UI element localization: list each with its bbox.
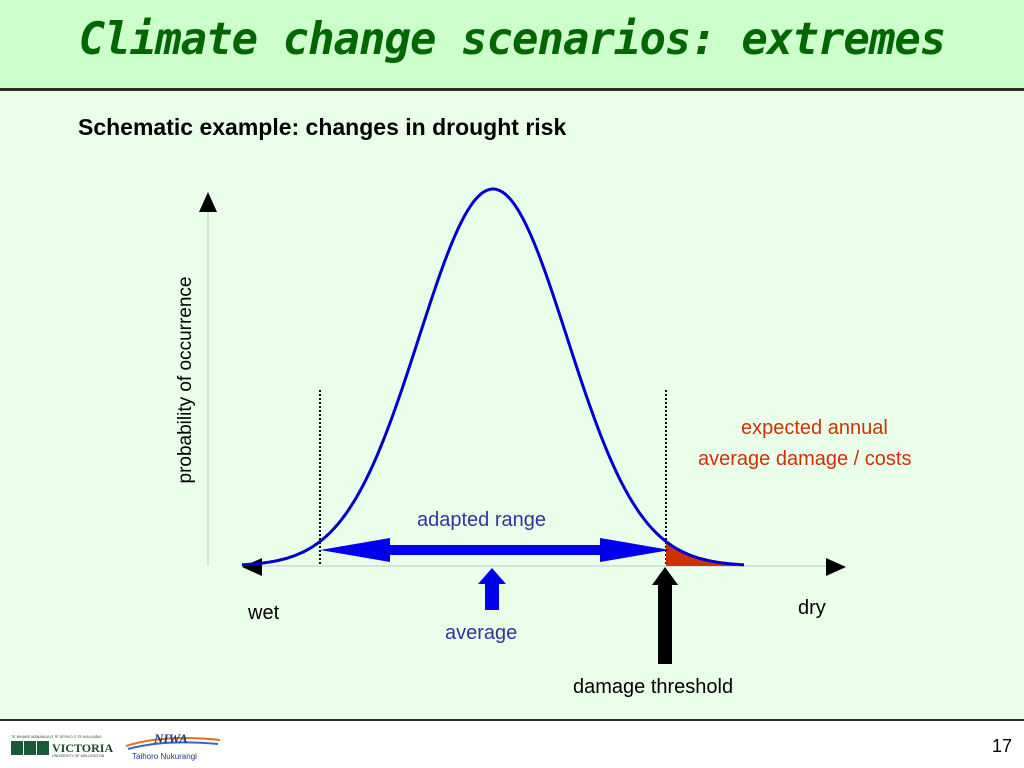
x-axis-left-arrowhead	[242, 558, 262, 576]
svg-text:VICTORIA: VICTORIA	[52, 741, 113, 755]
svg-text:Taihoro Nukurangi: Taihoro Nukurangi	[132, 752, 197, 761]
damage-area	[666, 541, 744, 566]
slide-content	[0, 91, 1024, 719]
title-bar	[0, 0, 1024, 88]
average-label: average	[445, 622, 518, 644]
svg-text:TE WHARE WĀNANGA O TE ŪPOKO O: TE WHARE WĀNANGA O TE ŪPOKO O TE IKA A M…	[11, 735, 102, 739]
title-divider	[0, 88, 1024, 91]
victoria-university-logo: TE WHARE WĀNANGA O TE ŪPOKO O TE IKA A M…	[11, 735, 113, 758]
adapted-range-arrow	[320, 538, 670, 562]
dry-label: dry	[798, 597, 826, 619]
x-axis-right-arrowhead	[826, 558, 846, 576]
slide-subtitle: Schematic example: changes in drought ri…	[78, 114, 567, 140]
svg-text:NIWA: NIWA	[153, 731, 188, 746]
footer	[0, 721, 1024, 768]
y-axis-arrowhead	[199, 192, 217, 212]
damage-costs-label-line1: expected annual	[741, 417, 888, 439]
damage-threshold-label: damage threshold	[573, 676, 734, 698]
svg-text:UNIVERSITY OF WELLINGTON: UNIVERSITY OF WELLINGTON	[52, 754, 105, 758]
damage-threshold-arrow	[652, 567, 678, 664]
niwa-logo: NIWA Taihoro Nukurangi	[125, 731, 221, 761]
average-arrow	[478, 568, 506, 610]
damage-costs-label-line2: average damage / costs	[698, 448, 912, 470]
wet-label: wet	[248, 602, 280, 624]
page-number: 17	[991, 736, 1012, 756]
y-axis-label: probability of occurrence	[175, 276, 196, 484]
adapted-range-label: adapted range	[417, 509, 547, 531]
probability-curve	[241, 187, 745, 567]
footer-divider	[0, 719, 1024, 721]
slide-title: Climate change scenarios: extremes	[78, 14, 947, 65]
